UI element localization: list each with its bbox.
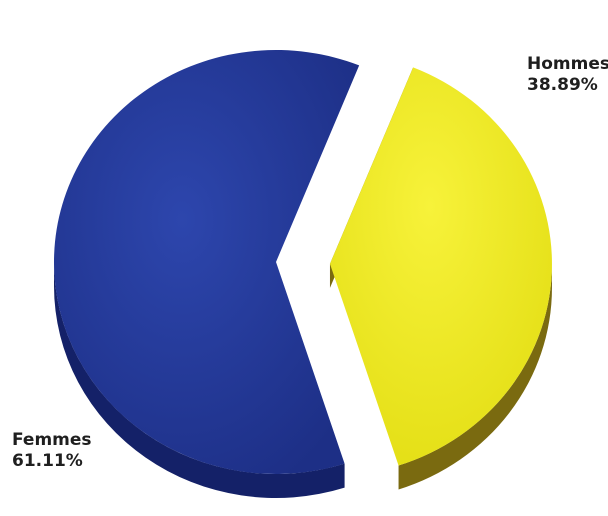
slice-label-femmes-name: Femmes [12,430,92,450]
slice-hommes [329,67,552,490]
slice-label-hommes: Hommes 38.89% [527,54,608,96]
slice-femmes [54,49,360,498]
slice-label-femmes: Femmes 61.11% [12,430,92,472]
slices-group [54,49,552,498]
slice-hommes-side [398,263,552,490]
slice-femmes-top [54,49,360,475]
slice-label-hommes-name: Hommes [527,54,608,74]
slice-label-femmes-value: 61.11% [12,451,83,471]
slice-hommes-top [329,67,552,466]
slice-femmes-side [54,262,345,498]
slice-label-hommes-value: 38.89% [527,75,598,95]
